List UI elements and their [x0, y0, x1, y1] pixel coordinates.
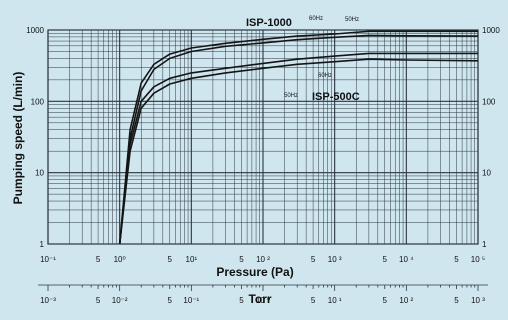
annotation-isp-1000: ISP-1000 — [246, 17, 292, 29]
x-tick-label: 10 ³ — [328, 255, 342, 264]
y-tick-label: 10 — [35, 169, 44, 178]
torr-tick-label: 5 — [168, 296, 173, 305]
x-tick-label: 5 — [454, 255, 459, 264]
torr-tick-label: 5 — [311, 296, 316, 305]
torr-tick-label: 10 ⁰ — [256, 296, 270, 305]
torr-tick-label: 5 — [239, 296, 244, 305]
torr-axis: 10⁻³ 5 10⁻² 5 10⁻¹ 5 10 ⁰ 5 10 ¹ 5 10 ² 5 10 ³ — [38, 284, 488, 305]
torr-tick-label: 5 — [96, 296, 101, 305]
tick-labels: 1 10 100 1000 1 10 100 1000 10⁻¹ 5 10⁰ 5 10¹ 5 10 ² 5 10… — [26, 26, 500, 264]
torr-tick-label: 10⁻¹ — [183, 296, 199, 305]
torr-tick-label: 10 ³ — [471, 296, 485, 305]
x-tick-label: 5 — [239, 255, 244, 264]
torr-tick-label: 10 ¹ — [328, 296, 342, 305]
y-tick-label: 1 — [40, 240, 45, 249]
annotation-isp-500c-60hz: 60Hz — [318, 73, 332, 79]
torr-axis-label: Torr — [248, 292, 271, 306]
series-line-2 — [118, 52, 478, 245]
series-line-3 — [118, 58, 479, 245]
x-tick-label: 5 — [383, 255, 388, 264]
grid — [47, 29, 479, 245]
y-tick-label-right: 100 — [482, 97, 496, 106]
x-tick-label: 10¹ — [186, 255, 198, 264]
torr-tick-label: 10 ² — [399, 296, 413, 305]
plot-frame — [47, 29, 479, 245]
x-tick-label: 5 — [168, 255, 173, 264]
annotation-isp-500c: ISP-500C — [312, 91, 360, 103]
x-tick-label: 5 — [311, 255, 316, 264]
torr-tick-label: 10⁻² — [112, 296, 128, 305]
x-tick-label: 10 ⁴ — [399, 255, 414, 264]
series-line-1 — [118, 34, 479, 245]
annotation-isp-1000-50hz: 50Hz — [345, 17, 359, 23]
y-tick-label-right: 1 — [482, 240, 487, 249]
series-line-0 — [118, 30, 478, 245]
x-tick-label: 10⁰ — [114, 255, 126, 264]
x-tick-label: 10⁻¹ — [40, 255, 56, 264]
annotation-isp-500c-50hz: 50Hz — [284, 93, 298, 99]
y-tick-label: 100 — [31, 97, 45, 106]
torr-tick-label: 5 — [383, 296, 388, 305]
x-tick-label: 5 — [96, 255, 101, 264]
y-tick-label: 1000 — [26, 26, 44, 35]
x-tick-label: 10 ⁵ — [471, 255, 485, 264]
series-lines — [118, 30, 479, 245]
annotation-isp-1000-60hz: 60Hz — [309, 16, 323, 22]
y-tick-label-right: 10 — [482, 169, 491, 178]
torr-tick-label: 10⁻³ — [40, 296, 56, 305]
y-axis-label: Pumping speed (L/min) — [11, 72, 25, 205]
x-tick-label: 10 ² — [256, 255, 270, 264]
torr-tick-label: 5 — [454, 296, 459, 305]
x-axis-label: Pressure (Pa) — [216, 265, 293, 279]
y-tick-label-right: 1000 — [482, 26, 500, 35]
